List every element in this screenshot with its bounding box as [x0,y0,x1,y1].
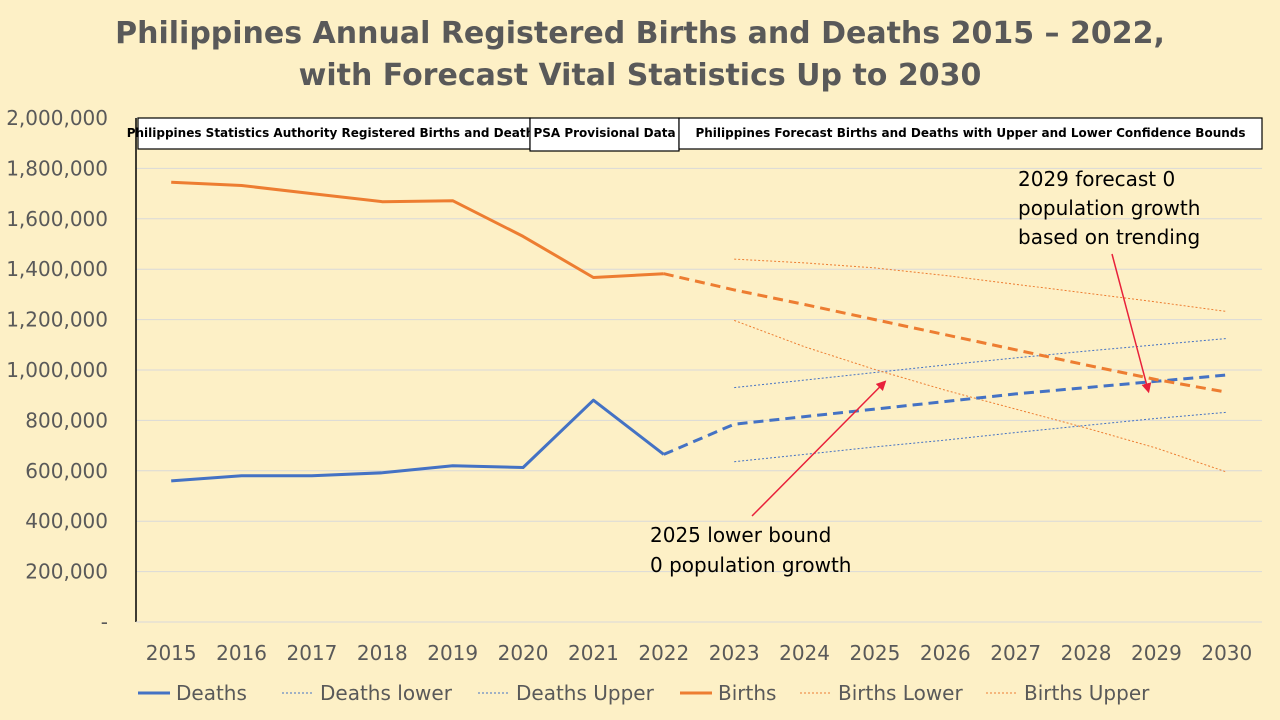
y-tick-label: 600,000 [25,459,108,483]
series-line-births-upper [734,258,1227,312]
annotation-text-2029: based on trending [1018,225,1200,249]
deaths-forecast-line [663,373,1227,456]
x-tick-label: 2029 [1131,641,1182,665]
y-tick-label: 800,000 [25,408,108,432]
period-box [137,117,531,150]
x-tick-label: 2027 [990,641,1041,665]
annotation-arrow-2029 [1111,253,1152,394]
chart-subtitle: with Forecast Vital Statistics Up to 203… [299,58,982,93]
x-tick-label: 2019 [427,641,478,665]
legend-label: Deaths Upper [516,681,655,705]
series-line-deaths-upper [734,338,1227,389]
annotation-text-2025: 0 population growth [650,553,851,577]
x-tick-label: 2025 [849,641,900,665]
series-line-births [171,180,664,279]
annotation-text-2029: 2029 forecast 0 [1018,167,1175,191]
x-tick-label: 2024 [779,641,830,665]
x-tick-label: 2020 [498,641,549,665]
x-tick-label: 2026 [920,641,971,665]
x-tick-label: 2015 [146,641,197,665]
y-tick-label: 1,600,000 [6,207,108,231]
x-tick-label: 2022 [638,641,689,665]
y-tick-label: 1,400,000 [6,257,108,281]
period-box [678,117,1263,150]
period-box [529,117,680,152]
y-tick-label: 1,000,000 [6,358,108,382]
y-tick-label: 200,000 [25,560,108,584]
x-tick-label: 2023 [709,641,760,665]
x-tick-label: 2030 [1201,641,1252,665]
period-label: PSA Provisional Data [533,126,675,140]
x-tick-label: 2021 [568,641,619,665]
x-tick-label: 2018 [357,641,408,665]
x-tick-label: 2017 [286,641,337,665]
y-tick-label: 1,800,000 [6,156,108,180]
y-tick-label: 2,000,000 [6,106,108,130]
legend-label: Births Upper [1024,681,1150,705]
annotation-text-2025: 2025 lower bound [650,523,831,547]
births-forecast-line [663,272,1228,394]
legend-label: Deaths [176,681,247,705]
series-line-deaths [171,398,665,483]
y-tick-label: 400,000 [25,509,108,533]
period-label: Philippines Forecast Births and Deaths w… [695,126,1245,140]
series-line-deaths-lower [734,411,1227,463]
x-tick-label: 2028 [1061,641,1112,665]
period-label: Philippines Statistics Authority Registe… [127,126,542,140]
y-tick-label: - [101,610,108,634]
legend-label: Deaths lower [320,681,453,705]
annotation-arrow-2025 [751,380,887,517]
series-line-births-lower [734,319,1227,473]
x-tick-label: 2016 [216,641,267,665]
y-tick-label: 1,200,000 [6,308,108,332]
annotation-text-2029: population growth [1018,196,1200,220]
legend-label: Births [718,681,776,705]
chart-title: Philippines Annual Registered Births and… [115,16,1165,51]
legend-label: Births Lower [838,681,963,705]
